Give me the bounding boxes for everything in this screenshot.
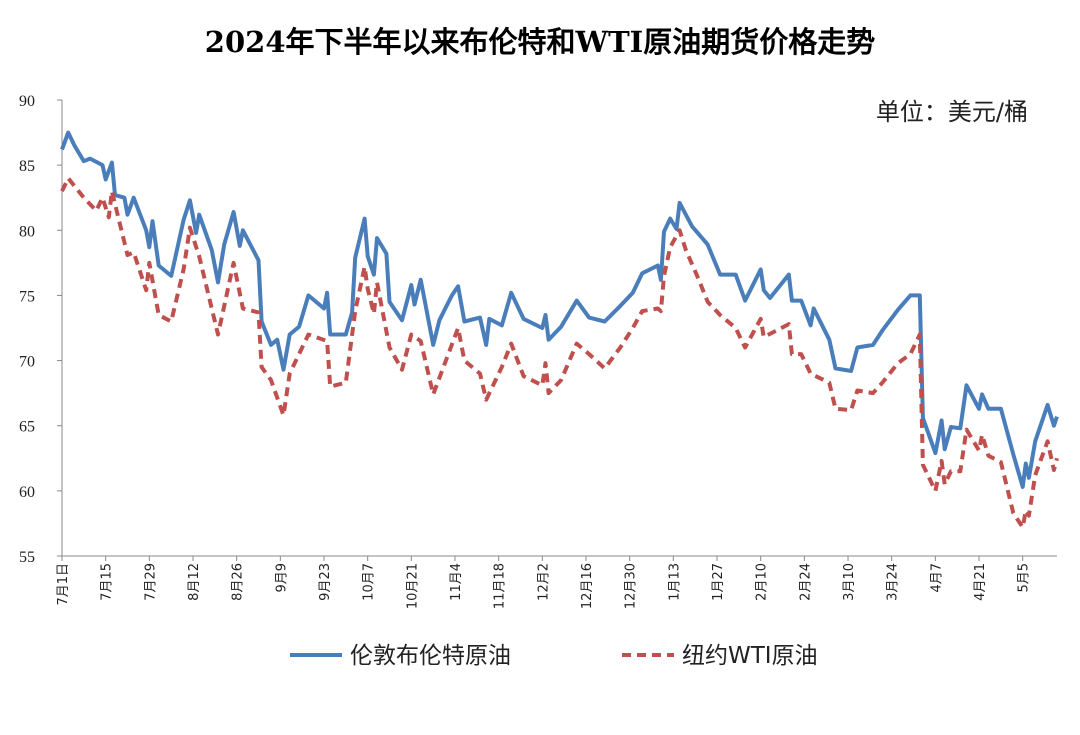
x-tick-label: 11月4 xyxy=(449,563,464,601)
x-tick-label: 10月21 xyxy=(405,563,420,609)
x-tick-label: 12月2 xyxy=(536,563,551,601)
x-tick-label: 7月15 xyxy=(100,563,115,601)
x-tick-label: 3月24 xyxy=(886,563,901,601)
y-tick-label: 85 xyxy=(19,158,35,175)
y-tick-label: 70 xyxy=(19,354,35,371)
x-tick-label: 9月23 xyxy=(318,563,333,601)
x-tick-label: 10月7 xyxy=(362,563,377,601)
brent-line xyxy=(60,130,1059,489)
x-tick-label: 2月10 xyxy=(755,563,770,601)
x-tick-label: 12月16 xyxy=(580,563,595,609)
x-tick-label: 9月9 xyxy=(274,563,289,593)
axes: 55 60 65 70 75 80 85 90 7月1日 7月15 7月29 8月12 8月26 9月9 9… xyxy=(19,93,1057,609)
y-tick-label: 65 xyxy=(19,419,35,436)
x-tick-label: 2月24 xyxy=(798,563,813,601)
x-tick-label: 1月13 xyxy=(667,563,682,601)
chart-title: 2024年下半年以来布伦特和WTI原油期货价格走势 xyxy=(205,25,875,59)
legend: 伦敦布伦特原油 纽约WTI原油 xyxy=(290,643,818,669)
legend-label-wti: 纽约WTI原油 xyxy=(682,643,818,669)
x-tick-label: 1月27 xyxy=(711,563,726,601)
x-tick-label: 11月18 xyxy=(493,563,508,609)
x-tick-label: 7月29 xyxy=(143,563,158,601)
series-lines xyxy=(60,130,1059,530)
legend-label-brent: 伦敦布伦特原油 xyxy=(350,643,511,669)
x-tick-label: 7月1日 xyxy=(56,563,71,606)
y-tick-label: 60 xyxy=(19,484,35,501)
y-tick-label: 80 xyxy=(19,223,35,240)
y-tick-label: 55 xyxy=(19,549,35,566)
x-tick-label: 12月30 xyxy=(624,563,639,609)
x-tick-label: 4月21 xyxy=(973,563,988,601)
unit-label: 单位：美元/桶 xyxy=(876,98,1028,126)
x-tick-label: 3月10 xyxy=(842,563,857,601)
x-tick-label: 4月7 xyxy=(929,563,944,593)
wti-line xyxy=(60,176,1059,530)
x-tick-label: 8月12 xyxy=(187,563,202,601)
x-tick-label: 5月5 xyxy=(1017,563,1032,593)
x-tick-label: 8月26 xyxy=(231,563,246,601)
y-tick-label: 75 xyxy=(19,288,35,305)
y-tick-label: 90 xyxy=(19,93,35,110)
